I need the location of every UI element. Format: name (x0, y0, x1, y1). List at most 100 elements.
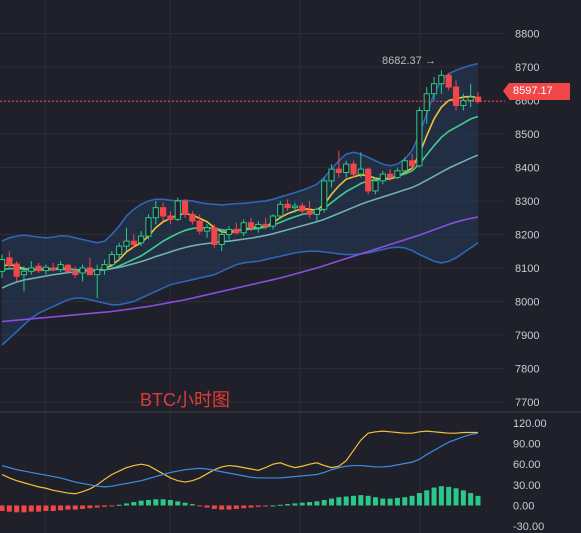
y-tick-label: 7700 (515, 397, 539, 409)
candle-body (313, 208, 320, 215)
macd-hist-bar (321, 499, 327, 506)
macd-hist-bar (50, 505, 56, 511)
candle-body (116, 245, 123, 256)
y-tick-label: 8700 (515, 62, 539, 74)
candle-body (152, 207, 159, 219)
candle-body (218, 233, 225, 245)
candle-body (64, 264, 72, 272)
y-tick-label: 8800 (515, 28, 539, 40)
macd-hist-bar (277, 504, 283, 506)
candle-body (343, 163, 350, 173)
macd-hist-bar (58, 505, 64, 511)
candle-body (350, 163, 357, 175)
candle-body (379, 173, 386, 182)
macd-hist-bar (468, 493, 474, 506)
candle-body (247, 222, 255, 229)
candle-body (255, 223, 262, 229)
macd-hist-bar (167, 499, 173, 506)
macd-hist-bar (6, 505, 12, 512)
candle-body (321, 180, 328, 210)
candle-body (262, 223, 269, 227)
macd-hist-bar (446, 486, 452, 506)
candle-body (225, 228, 233, 235)
candle-body (445, 74, 452, 88)
macd-hist-bar (270, 505, 276, 507)
candle-body (174, 200, 181, 220)
macd-hist-bar (241, 505, 247, 509)
ma-very-long-line (1, 216, 479, 323)
macd-tick-label: 120.00 (513, 418, 547, 430)
candle-body (269, 215, 277, 227)
macd-hist-bar (72, 505, 78, 510)
macd-hist-bar (138, 500, 144, 506)
macd-hist-bar (372, 497, 378, 506)
y-tick-label: 7800 (515, 363, 539, 375)
candle-body (50, 267, 57, 271)
candle-body (365, 168, 372, 192)
macd-hist-bar (285, 504, 291, 506)
candle-body (196, 220, 203, 232)
macd-hist-bar (358, 495, 364, 506)
macd-hist-bar (416, 493, 422, 506)
macd-hist-bar (21, 505, 27, 513)
macd-hist-bar (453, 488, 459, 506)
macd-hist-bar (36, 505, 42, 512)
macd-hist-bar (102, 505, 108, 507)
y-tick-label: 8500 (515, 129, 539, 141)
candle-body (203, 227, 211, 232)
candle-body (328, 168, 335, 182)
macd-hist-bar (336, 497, 342, 506)
candle-body (94, 269, 101, 276)
candle-body (167, 215, 174, 220)
candle-body (181, 200, 189, 215)
macd-hist-bar (343, 496, 349, 506)
candle-body (130, 240, 137, 245)
macd-hist-bar (387, 498, 393, 506)
macd-hist-bar (131, 502, 137, 506)
candle-body (35, 265, 42, 272)
candle-body (211, 227, 218, 245)
y-tick-label: 8300 (515, 196, 539, 208)
candle-body (145, 217, 152, 237)
candle-body (240, 222, 247, 234)
macd-hist-bar (14, 505, 20, 513)
candle-body (20, 270, 28, 276)
macd-hist-bar (160, 499, 166, 506)
candle-body (372, 180, 379, 192)
candle-body (423, 93, 430, 111)
candle-body (42, 266, 50, 272)
macd-hist-bar (351, 495, 357, 506)
candle-body (86, 267, 93, 276)
macd-hist-bar (197, 505, 203, 507)
candle-body (394, 170, 401, 179)
macd-hist-bar (299, 502, 305, 506)
candle-body (452, 86, 460, 106)
macd-hist-bar (460, 490, 466, 506)
macd-hist-bar (94, 505, 100, 508)
macd-hist-bar (255, 505, 261, 507)
candle-body (430, 83, 438, 95)
macd-hist-bar (123, 503, 129, 506)
bollinger-band-fill (2, 63, 478, 345)
candle-body (291, 205, 299, 209)
candle-body (0, 259, 6, 272)
macd-hist-bar (189, 504, 195, 506)
macd-hist-bar (329, 498, 335, 506)
candle-body (233, 228, 240, 234)
y-tick-label: 7900 (515, 330, 539, 342)
macd-hist-bar (424, 490, 430, 506)
macd-hist-bar (475, 495, 481, 506)
candle-body (108, 254, 115, 266)
macd-hist-bar (182, 502, 188, 506)
macd-hist-bar (314, 501, 320, 506)
macd-hist-bar (28, 505, 34, 512)
macd-hist-bar (365, 495, 371, 506)
candle-body (138, 235, 145, 244)
macd-hist-bar (233, 505, 239, 509)
y-tick-label: 8000 (515, 296, 539, 308)
candle-body (401, 160, 408, 172)
macd-hist-bar (292, 503, 298, 506)
macd-hist-bar (43, 505, 49, 511)
bollinger-lower-line (1, 242, 479, 346)
